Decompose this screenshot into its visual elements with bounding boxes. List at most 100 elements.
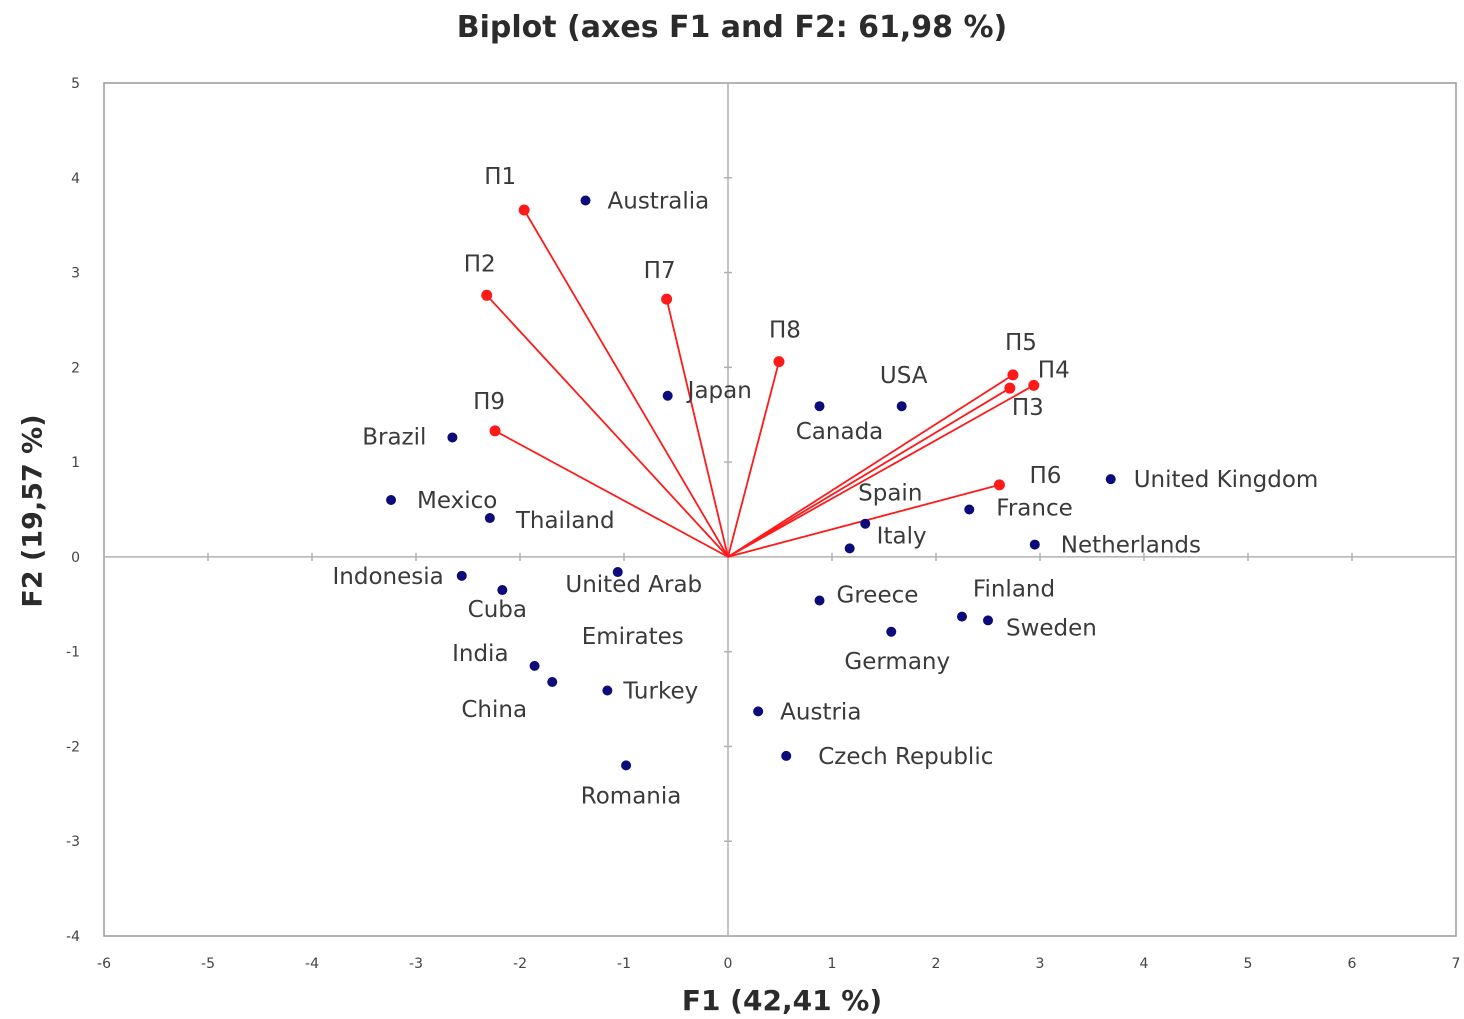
- observation-label: Netherlands: [1061, 533, 1201, 559]
- observation-label: France: [996, 496, 1072, 522]
- zero-axes: [104, 83, 1456, 936]
- observation-point: [386, 495, 396, 505]
- observation-label: Australia: [608, 189, 710, 215]
- variable-point: [481, 290, 492, 301]
- variable-point: [994, 479, 1005, 490]
- variable-point: [1004, 383, 1015, 394]
- observation-point: [815, 595, 825, 605]
- observation-point: [897, 401, 907, 411]
- observation-point: [497, 585, 507, 595]
- variable-point: [661, 294, 672, 305]
- variable-vectors: [487, 210, 1034, 557]
- x-tick-label: 3: [1036, 956, 1045, 972]
- observation-label: Greece: [837, 582, 919, 608]
- observation-point: [530, 661, 540, 671]
- y-tick-label: 5: [71, 76, 80, 92]
- tick-labels: -6 -5 -4 -3 -2 -1 0 1 2 3 4 5 6 7 5 4 3 2 1 0 -1 -2 -3 -4: [66, 76, 1460, 972]
- observation-label: Brazil: [362, 424, 426, 450]
- observation-point: [457, 571, 467, 581]
- variable-vector: [667, 299, 728, 557]
- variable-label: П6: [1029, 463, 1061, 489]
- variable-point: [1007, 369, 1018, 380]
- y-tick-label: -2: [66, 739, 80, 755]
- x-tick-label: -5: [201, 956, 215, 972]
- observation-point: [485, 513, 495, 523]
- observation-point: [1106, 474, 1116, 484]
- variable-label: П9: [473, 389, 505, 415]
- observation-label: India: [452, 641, 508, 667]
- x-tick-label: 6: [1348, 956, 1357, 972]
- observation-label: Cuba: [468, 597, 527, 623]
- variable-vector: [728, 388, 1010, 557]
- observation-label: Italy: [877, 523, 927, 549]
- observation-label: United Kingdom: [1134, 467, 1319, 493]
- observation-point: [860, 519, 870, 529]
- observation-label: Japan: [686, 378, 752, 404]
- variable-point: [519, 205, 530, 216]
- observation-label: Thailand: [515, 508, 615, 534]
- observation-point: [621, 760, 631, 770]
- observation-point: [581, 196, 591, 206]
- variable-label: П1: [484, 164, 516, 190]
- variable-vector: [728, 375, 1013, 557]
- observation-point: [957, 612, 967, 622]
- observation-label: China: [461, 697, 527, 723]
- variable-label: П4: [1038, 357, 1070, 383]
- variable-point: [773, 356, 784, 367]
- observation-point: [663, 391, 673, 401]
- observation-point: [815, 401, 825, 411]
- observation-label: Austria: [780, 699, 861, 725]
- observation-label: Czech Republic: [818, 744, 993, 770]
- y-tick-label: 2: [71, 360, 80, 376]
- observation-point: [964, 505, 974, 515]
- x-tick-label: -1: [617, 956, 631, 972]
- observation-point: [547, 677, 557, 687]
- variable-label: П7: [644, 258, 676, 284]
- variable-label: П2: [464, 251, 496, 277]
- observation-label: Finland: [973, 577, 1055, 603]
- x-tick-label: 2: [932, 956, 941, 972]
- observation-label: USA: [880, 363, 928, 389]
- y-tick-label: -3: [66, 834, 80, 850]
- x-tick-label: 4: [1140, 956, 1149, 972]
- plot-frame: [104, 83, 1456, 936]
- x-tick-label: -4: [305, 956, 319, 972]
- observation-point: [447, 432, 457, 442]
- x-tick-label: -3: [409, 956, 423, 972]
- x-tick-label: 0: [724, 956, 733, 972]
- variable-label: П3: [1012, 395, 1044, 421]
- variable-label: П5: [1005, 330, 1037, 356]
- y-tick-label: 1: [71, 455, 80, 471]
- observation-label: Germany: [844, 649, 950, 675]
- observation-label: Mexico: [417, 488, 497, 514]
- observation-point: [845, 543, 855, 553]
- x-tick-label: 5: [1244, 956, 1253, 972]
- observation-label: Sweden: [1006, 615, 1097, 641]
- observation-point: [753, 706, 763, 716]
- variable-vector: [495, 431, 728, 557]
- x-tick-label: -2: [513, 956, 527, 972]
- observation-label: Emirates: [582, 624, 684, 650]
- observation-label: Canada: [796, 419, 884, 445]
- y-tick-label: -1: [66, 645, 80, 661]
- y-tick-label: -4: [66, 929, 80, 945]
- x-tick-label: 1: [828, 956, 837, 972]
- observation-point: [983, 615, 993, 625]
- observation-label: Turkey: [622, 679, 698, 705]
- observation-point: [781, 751, 791, 761]
- observation-label: Indonesia: [333, 564, 444, 590]
- y-tick-label: 4: [71, 171, 80, 187]
- y-tick-label: 3: [71, 266, 80, 282]
- y-tick-label: 0: [71, 550, 80, 566]
- x-tick-label: -6: [97, 956, 111, 972]
- observation-point: [1030, 540, 1040, 550]
- variable-label: П8: [769, 318, 801, 344]
- observation-point: [602, 686, 612, 696]
- observation-label: Spain: [858, 481, 922, 507]
- variable-point: [490, 425, 501, 436]
- observation-label: United Arab: [565, 572, 702, 598]
- observation-label: Romania: [581, 783, 682, 809]
- observation-points: [386, 196, 1116, 771]
